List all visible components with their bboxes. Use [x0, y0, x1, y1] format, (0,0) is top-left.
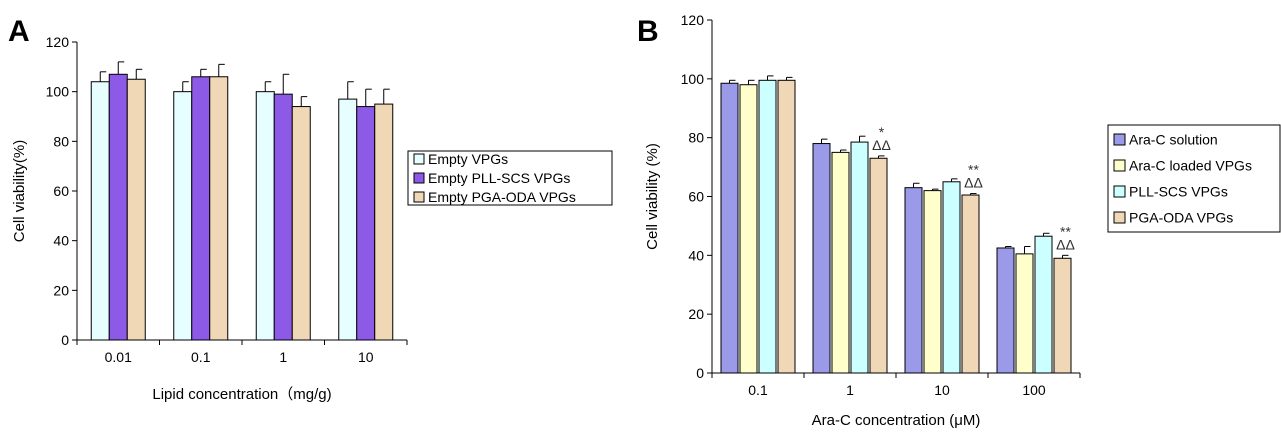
panel-a-y-tick-label: 100	[46, 84, 70, 100]
panel-b-x-tick-label: 100	[1022, 382, 1046, 398]
panel-a-bar	[374, 103, 394, 341]
panel-a-legend-label: Empty PLL-SCS VPGs	[428, 170, 570, 186]
panel-a-bar	[126, 78, 146, 341]
panel-a-legend-label: Empty PGA-ODA VPGs	[428, 189, 576, 205]
panel-b-bar	[961, 194, 980, 374]
panel-a-legend-swatch	[413, 153, 425, 165]
panel-a-bar	[209, 76, 229, 341]
panel-a-x-tick-label: 1	[279, 349, 287, 365]
panel-a-bar	[338, 98, 358, 341]
panel-b-significance-stars: **	[1060, 223, 1071, 239]
panel-a-chart: A 0 20 40 60 80 100 120 0.01 0.1 1 10 Cell viabilit…	[8, 15, 613, 403]
panel-b-legend-swatch	[1113, 159, 1126, 172]
panel-a-y-tick-label: 20	[53, 282, 69, 298]
panel-a-x-tick-label: 0.01	[105, 349, 132, 365]
panel-b-bar	[1053, 257, 1072, 374]
panel-b-x-tick-label: 1	[846, 382, 854, 398]
panel-a-letter: A	[8, 15, 30, 48]
panel-a-bar	[173, 91, 193, 341]
panel-a-y-tick-label: 0	[61, 332, 69, 348]
panel-b-y-tick-label: 80	[688, 130, 704, 146]
panel-b-significance-triangles: ΔΔ	[964, 175, 983, 191]
panel-b-y-tick-label: 60	[688, 189, 704, 205]
panel-a-bar	[108, 73, 128, 341]
panel-b-letter: B	[637, 15, 659, 48]
panel-a-bar	[291, 106, 311, 341]
panel-a-y-tick-label: 80	[53, 133, 69, 149]
panel-a-y-tick-label: 60	[53, 183, 69, 199]
panel-a-bar	[191, 76, 211, 341]
panel-b-significance-stars: *	[879, 124, 885, 140]
panel-a-y-tick-label: 120	[46, 34, 70, 50]
panel-b-x-axis-label: Ara-C concentration (μM)	[812, 412, 981, 429]
panel-b-legend-label: PLL-SCS VPGs	[1129, 184, 1228, 200]
panel-b-bar	[1015, 253, 1034, 374]
panel-b-legend-label: Ara-C loaded VPGs	[1129, 158, 1252, 174]
panel-b-bar	[739, 84, 758, 374]
panel-a-x-tick-label: 10	[358, 349, 374, 365]
panel-b-y-tick-label: 120	[681, 12, 705, 28]
panel-b-bar	[869, 157, 888, 374]
panel-b-bar	[777, 79, 796, 374]
panel-b-y-tick-label: 20	[688, 306, 704, 322]
panel-b-legend-swatch	[1113, 185, 1126, 198]
panel-b-bar	[904, 187, 923, 374]
panel-b-significance-triangles: ΔΔ	[872, 137, 891, 153]
panel-a-legend-box	[407, 150, 613, 206]
panel-b-x-tick-label: 0.1	[748, 382, 768, 398]
panel-b-legend-label: Ara-C solution	[1129, 132, 1218, 148]
panel-b-legend-label: PGA-ODA VPGs	[1129, 210, 1233, 226]
panel-a-bar	[273, 93, 293, 341]
panel-b-bar	[1034, 235, 1053, 374]
panel-a-bar	[90, 81, 110, 341]
panel-a-x-axis-label: Lipid concentration（mg/g)	[152, 386, 331, 403]
panel-a-x-tick-label: 0.1	[191, 349, 211, 365]
panel-b-bar	[996, 247, 1015, 374]
panel-b-significance-stars: **	[968, 162, 979, 178]
panel-b-y-tick-label: 40	[688, 247, 704, 263]
panel-a-legend-swatch	[413, 172, 425, 184]
panel-a-y-tick-label: 40	[53, 233, 69, 249]
panel-b-bar	[850, 141, 869, 374]
panel-a-legend-label: Empty VPGs	[428, 151, 508, 167]
panel-b-legend-box	[1107, 124, 1281, 233]
panel-b-y-axis-label: Cell viability (%)	[644, 143, 661, 250]
panel-b-y-tick-label: 0	[696, 365, 704, 381]
panel-a-bar	[356, 106, 376, 341]
panel-b-bar	[720, 82, 739, 374]
panel-b-y-tick-label: 100	[681, 71, 705, 87]
panel-b-significance-triangles: ΔΔ	[1056, 236, 1075, 252]
panel-a-bar	[255, 91, 275, 341]
panel-b-legend-swatch	[1113, 133, 1126, 146]
panel-b-bar	[758, 79, 777, 374]
panel-b-legend-swatch	[1113, 211, 1126, 224]
panel-a-legend-swatch	[413, 191, 425, 203]
panel-b-bar	[923, 190, 942, 374]
panel-a-y-axis-label: Cell viability(%)	[11, 140, 28, 243]
panel-b-bar	[831, 151, 850, 374]
panel-b-bar	[942, 181, 961, 374]
panel-b-bar	[812, 143, 831, 374]
panel-b-x-tick-label: 10	[934, 382, 950, 398]
